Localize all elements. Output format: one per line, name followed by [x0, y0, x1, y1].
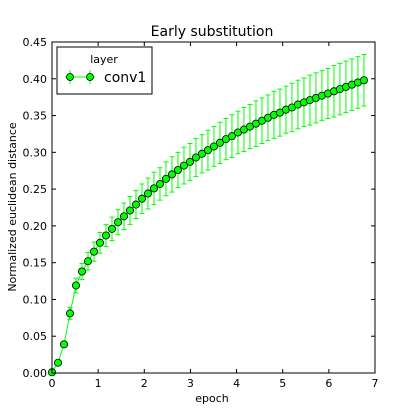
plot-frame — [51, 41, 376, 374]
data-point — [89, 247, 98, 256]
plot-area-frame — [51, 41, 376, 374]
x-tick-label: 7 — [372, 377, 379, 390]
x-axis-label: epoch — [195, 392, 229, 405]
data-point — [173, 165, 182, 174]
legend-frame — [56, 46, 153, 95]
data-point — [179, 161, 188, 170]
tick-labels: 0 1 2 3 4 5 6 7 0.00 0.05 0.10 0.15 0.20 0.25 0.30 0.35… — [23, 36, 379, 390]
data-point — [149, 184, 158, 193]
data-point — [227, 132, 236, 141]
data-point — [209, 142, 218, 151]
y-tick-label: 0.45 — [23, 36, 48, 49]
legend: layer conv1 — [56, 46, 153, 95]
legend-title: layer — [90, 53, 118, 66]
data-point — [161, 174, 170, 183]
legend-entry-conv1: conv1 — [104, 70, 146, 86]
y-tick-label: 0.05 — [23, 330, 48, 343]
data-point — [95, 238, 104, 247]
data-point — [83, 257, 92, 266]
data-point — [137, 194, 146, 203]
data-point — [119, 212, 128, 221]
data-point — [185, 157, 194, 166]
y-tick-label: 0.35 — [23, 110, 48, 123]
x-tick-label: 6 — [325, 377, 332, 390]
data-points — [48, 76, 368, 377]
y-tick-label: 0.25 — [23, 183, 48, 196]
data-point — [215, 138, 224, 147]
data-point — [167, 170, 176, 179]
legend-swatch-marker-left — [66, 73, 74, 81]
x-tick-label: 5 — [279, 377, 286, 390]
y-tick-label: 0.15 — [23, 257, 48, 270]
data-point — [125, 206, 134, 215]
data-point — [113, 218, 122, 227]
x-tick-label: 2 — [141, 377, 148, 390]
data-point — [203, 146, 212, 155]
data-point — [155, 179, 164, 188]
data-point — [191, 153, 200, 162]
data-point — [59, 340, 68, 349]
data-point — [107, 224, 116, 233]
data-point — [71, 281, 80, 290]
y-tick-label: 0.00 — [23, 367, 48, 380]
x-tick-label: 4 — [233, 377, 240, 390]
legend-swatch-marker-right — [86, 73, 94, 81]
data-point — [359, 76, 368, 85]
x-tick-label: 3 — [187, 377, 194, 390]
data-point — [131, 200, 140, 209]
data-point — [143, 189, 152, 198]
data-point — [65, 309, 74, 318]
y-tick-label: 0.40 — [23, 73, 48, 86]
chart-title: Early substitution — [151, 24, 274, 40]
data-point — [53, 358, 62, 367]
x-tick-label: 0 — [49, 377, 56, 390]
data-point — [101, 231, 110, 240]
y-tick-label: 0.20 — [23, 220, 48, 233]
x-tick-label: 1 — [95, 377, 102, 390]
y-tick-label: 0.10 — [23, 293, 48, 306]
y-tick-label: 0.30 — [23, 146, 48, 159]
data-point — [77, 267, 86, 276]
data-point — [197, 149, 206, 158]
axis-ticks — [51, 41, 376, 374]
y-axis-label: Normalized euclidean distance — [6, 122, 19, 292]
